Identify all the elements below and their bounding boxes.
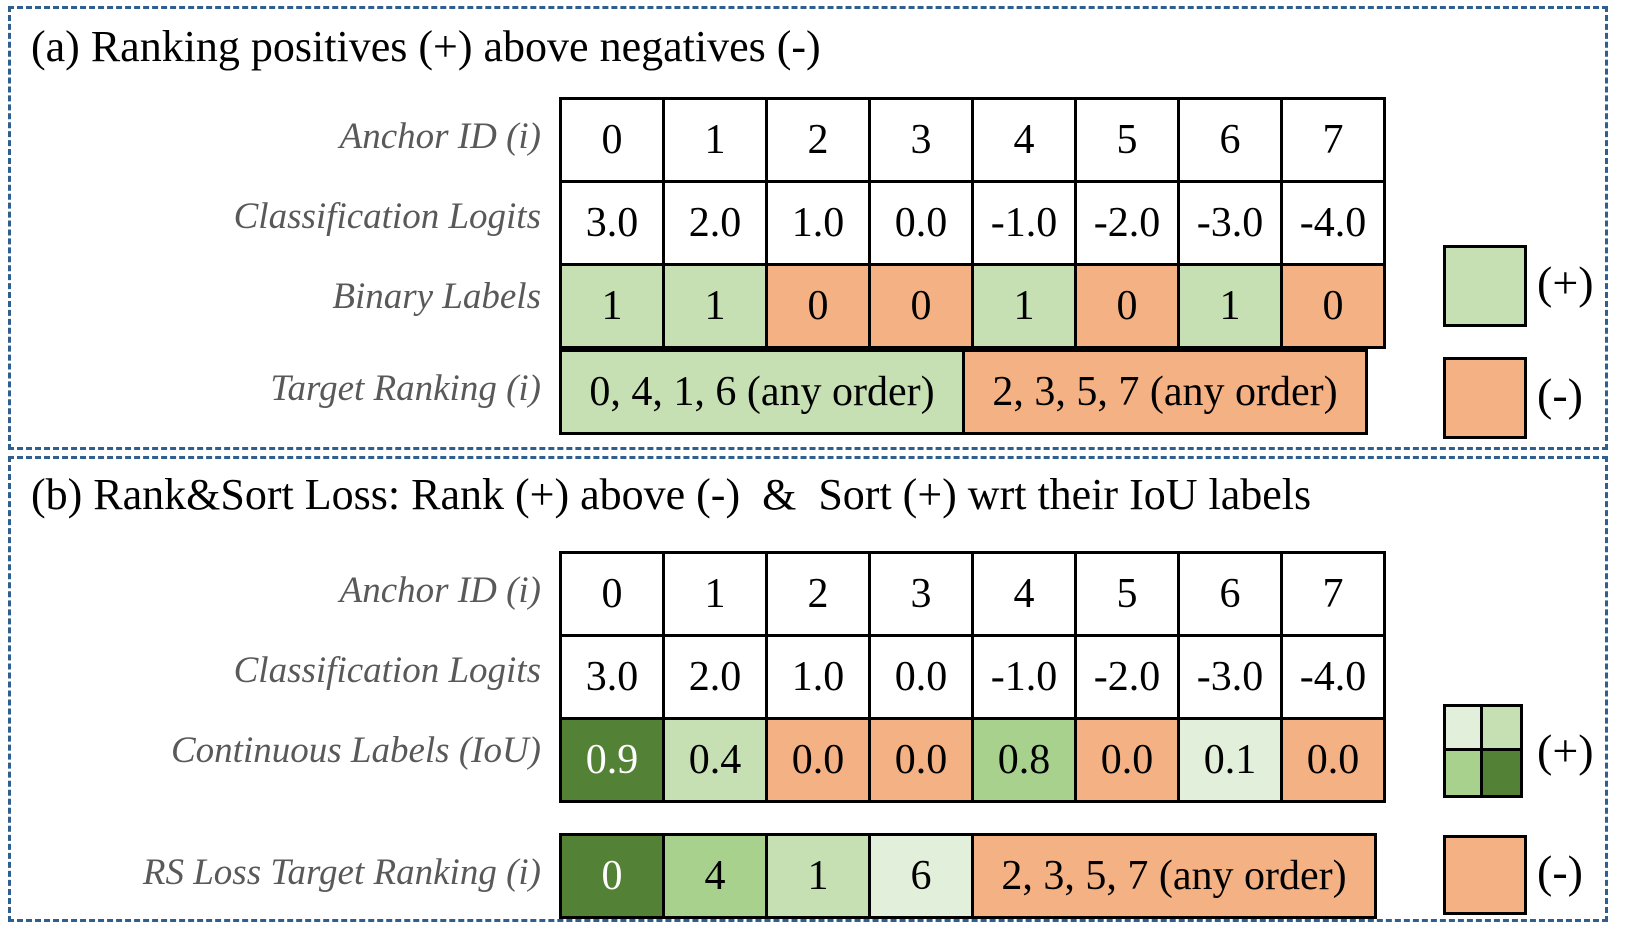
panel-a: (a) Ranking positives (+) above negative…	[8, 6, 1608, 450]
rs-target-ranking-row-label: RS Loss Target Ranking (i)	[142, 852, 541, 893]
negative-legend-swatch	[1443, 835, 1527, 915]
logit-cell: 1.0	[765, 634, 871, 720]
binary-label-cell: 0	[1074, 263, 1180, 349]
anchor-id-row: 0 1 2 3 4 5 6 7	[559, 551, 1386, 637]
logits-row-label: Classification Logits	[233, 650, 541, 691]
binary-label-cell: 0	[868, 263, 974, 349]
negative-legend-swatch	[1443, 357, 1527, 439]
anchor-id-cell: 6	[1177, 551, 1283, 637]
logit-cell: 0.0	[868, 634, 974, 720]
anchor-id-cell: 6	[1177, 97, 1283, 183]
rs-ranking-cell: 4	[662, 833, 768, 919]
logit-cell: -2.0	[1074, 180, 1180, 266]
rs-ranking-cell: 6	[868, 833, 974, 919]
rs-ranking-cell: 0	[559, 833, 665, 919]
binary-labels-row: 1 1 0 0 1 0 1 0	[559, 263, 1386, 349]
anchor-id-cell: 5	[1074, 551, 1180, 637]
logit-cell: 2.0	[662, 180, 768, 266]
positive-legend-label: (+)	[1537, 725, 1594, 776]
anchor-id-cell: 7	[1280, 551, 1386, 637]
anchor-id-cell: 4	[971, 97, 1077, 183]
iou-label-cell: 0.0	[1280, 717, 1386, 803]
anchor-id-cell: 3	[868, 97, 974, 183]
logit-cell: 3.0	[559, 180, 665, 266]
logits-row-label: Classification Logits	[233, 196, 541, 237]
rs-target-ranking-table: 0 4 1 6 2, 3, 5, 7 (any order)	[559, 833, 1377, 919]
anchor-id-cell: 2	[765, 97, 871, 183]
gradient-quadrant-light	[1483, 707, 1520, 751]
positive-legend-swatch	[1443, 245, 1527, 327]
iou-label-cell: 0.9	[559, 717, 665, 803]
logit-cell: -1.0	[971, 634, 1077, 720]
gradient-quadrant-medium	[1446, 751, 1483, 795]
logits-row: 3.0 2.0 1.0 0.0 -1.0 -2.0 -3.0 -4.0	[559, 634, 1386, 720]
panel-a-table: 0 1 2 3 4 5 6 7 3.0 2.0 1.0 0.0 -1.0 -2.…	[559, 97, 1386, 349]
binary-label-cell: 0	[765, 263, 871, 349]
binary-labels-row-label: Binary Labels	[332, 276, 541, 317]
anchor-id-row-label: Anchor ID (i)	[339, 116, 541, 157]
iou-labels-row: 0.9 0.4 0.0 0.0 0.8 0.0 0.1 0.0	[559, 717, 1386, 803]
iou-labels-row-label: Continuous Labels (IoU)	[171, 730, 541, 771]
target-ranking-table: 0, 4, 1, 6 (any order) 2, 3, 5, 7 (any o…	[559, 349, 1368, 435]
target-ranking-negatives-cell: 2, 3, 5, 7 (any order)	[962, 349, 1368, 435]
binary-label-cell: 1	[1177, 263, 1283, 349]
iou-label-cell: 0.0	[868, 717, 974, 803]
anchor-id-cell: 1	[662, 97, 768, 183]
anchor-id-cell: 5	[1074, 97, 1180, 183]
target-ranking-row: 0, 4, 1, 6 (any order) 2, 3, 5, 7 (any o…	[559, 349, 1368, 435]
binary-label-cell: 1	[971, 263, 1077, 349]
anchor-id-cell: 0	[559, 551, 665, 637]
panel-b-table: 0 1 2 3 4 5 6 7 3.0 2.0 1.0 0.0 -1.0 -2.…	[559, 551, 1386, 803]
binary-label-cell: 1	[559, 263, 665, 349]
anchor-id-cell: 0	[559, 97, 665, 183]
target-ranking-positives-cell: 0, 4, 1, 6 (any order)	[559, 349, 965, 435]
negative-legend-label: (-)	[1537, 846, 1583, 897]
anchor-id-cell: 4	[971, 551, 1077, 637]
anchor-id-cell: 1	[662, 551, 768, 637]
anchor-id-row-label: Anchor ID (i)	[339, 570, 541, 611]
negative-legend-label: (-)	[1537, 369, 1583, 420]
panel-b: (b) Rank&Sort Loss: Rank (+) above (-) &…	[8, 456, 1608, 922]
anchor-id-cell: 7	[1280, 97, 1386, 183]
logit-cell: 1.0	[765, 180, 871, 266]
anchor-id-cell: 3	[868, 551, 974, 637]
gradient-quadrant-dark	[1483, 751, 1520, 795]
logit-cell: 2.0	[662, 634, 768, 720]
panel-b-title: (b) Rank&Sort Loss: Rank (+) above (-) &…	[31, 470, 1312, 519]
iou-label-cell: 0.0	[765, 717, 871, 803]
logit-cell: -2.0	[1074, 634, 1180, 720]
iou-label-cell: 0.1	[1177, 717, 1283, 803]
logits-row: 3.0 2.0 1.0 0.0 -1.0 -2.0 -3.0 -4.0	[559, 180, 1386, 266]
binary-label-cell: 1	[662, 263, 768, 349]
logit-cell: -4.0	[1280, 634, 1386, 720]
target-ranking-row-label: Target Ranking (i)	[270, 368, 541, 409]
iou-label-cell: 0.8	[971, 717, 1077, 803]
logit-cell: -4.0	[1280, 180, 1386, 266]
rs-ranking-negatives-cell: 2, 3, 5, 7 (any order)	[971, 833, 1377, 919]
positive-legend-label: (+)	[1537, 257, 1594, 308]
panel-a-title: (a) Ranking positives (+) above negative…	[31, 22, 821, 71]
gradient-quadrant-lightest	[1446, 707, 1483, 751]
logit-cell: -1.0	[971, 180, 1077, 266]
logit-cell: 3.0	[559, 634, 665, 720]
rs-ranking-cell: 1	[765, 833, 871, 919]
anchor-id-cell: 2	[765, 551, 871, 637]
binary-label-cell: 0	[1280, 263, 1386, 349]
logit-cell: -3.0	[1177, 180, 1283, 266]
positive-gradient-legend-swatch	[1443, 704, 1523, 798]
logit-cell: -3.0	[1177, 634, 1283, 720]
logit-cell: 0.0	[868, 180, 974, 266]
iou-label-cell: 0.0	[1074, 717, 1180, 803]
iou-label-cell: 0.4	[662, 717, 768, 803]
anchor-id-row: 0 1 2 3 4 5 6 7	[559, 97, 1386, 183]
rs-target-ranking-row: 0 4 1 6 2, 3, 5, 7 (any order)	[559, 833, 1377, 919]
